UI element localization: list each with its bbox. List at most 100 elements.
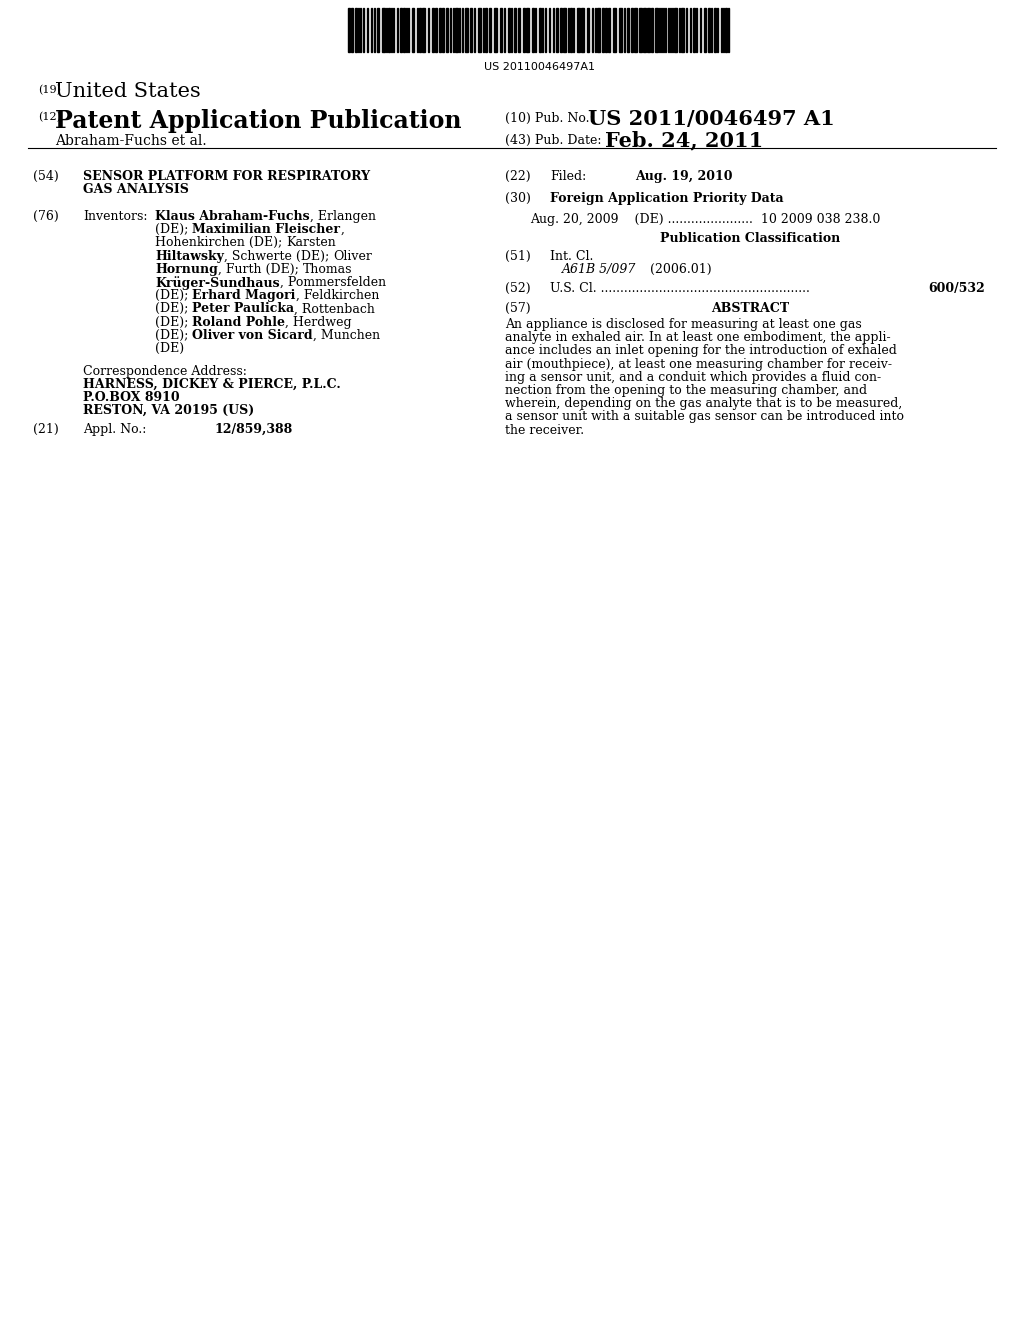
Text: ,: , bbox=[340, 223, 344, 236]
Bar bbox=[605, 8, 607, 51]
Bar bbox=[651, 8, 653, 51]
Text: (12): (12) bbox=[38, 112, 61, 123]
Bar bbox=[494, 8, 497, 51]
Text: ABSTRACT: ABSTRACT bbox=[712, 302, 790, 315]
Bar bbox=[348, 8, 350, 51]
Text: wherein, depending on the gas analyte that is to be measured,: wherein, depending on the gas analyte th… bbox=[505, 397, 902, 411]
Bar bbox=[674, 8, 677, 51]
Text: HARNESS, DICKEY & PIERCE, P.L.C.: HARNESS, DICKEY & PIERCE, P.L.C. bbox=[83, 378, 341, 391]
Bar bbox=[422, 8, 425, 51]
Bar bbox=[489, 8, 490, 51]
Text: analyte in exhaled air. In at least one embodiment, the appli-: analyte in exhaled air. In at least one … bbox=[505, 331, 891, 345]
Text: (54): (54) bbox=[33, 170, 58, 183]
Bar bbox=[500, 8, 502, 51]
Text: (30): (30) bbox=[505, 191, 530, 205]
Bar bbox=[377, 8, 379, 51]
Text: , Furth (DE);: , Furth (DE); bbox=[218, 263, 303, 276]
Text: (10) Pub. No.:: (10) Pub. No.: bbox=[505, 112, 594, 125]
Text: nection from the opening to the measuring chamber, and: nection from the opening to the measurin… bbox=[505, 384, 867, 397]
Text: Appl. No.:: Appl. No.: bbox=[83, 422, 146, 436]
Text: US 2011/0046497 A1: US 2011/0046497 A1 bbox=[588, 110, 835, 129]
Bar bbox=[618, 8, 622, 51]
Bar bbox=[714, 8, 716, 51]
Bar bbox=[570, 8, 572, 51]
Bar bbox=[563, 8, 566, 51]
Text: Karsten: Karsten bbox=[287, 236, 336, 249]
Bar bbox=[655, 8, 658, 51]
Text: (DE): (DE) bbox=[155, 342, 184, 355]
Text: Klaus Abraham-Fuchs: Klaus Abraham-Fuchs bbox=[155, 210, 309, 223]
Text: (DE);: (DE); bbox=[155, 223, 193, 236]
Bar bbox=[388, 8, 390, 51]
Text: , Schwerte (DE);: , Schwerte (DE); bbox=[224, 249, 333, 263]
Text: (DE);: (DE); bbox=[155, 329, 193, 342]
Text: 12/859,388: 12/859,388 bbox=[215, 422, 293, 436]
Text: U.S. Cl. ......................................................: U.S. Cl. ...............................… bbox=[550, 282, 810, 294]
Bar bbox=[725, 8, 727, 51]
Text: United States: United States bbox=[55, 82, 201, 102]
Text: Inventors:: Inventors: bbox=[83, 210, 147, 223]
Text: P.O.BOX 8910: P.O.BOX 8910 bbox=[83, 391, 179, 404]
Bar bbox=[403, 8, 406, 51]
Text: air (mouthpiece), at least one measuring chamber for receiv-: air (mouthpiece), at least one measuring… bbox=[505, 358, 892, 371]
Bar bbox=[539, 8, 541, 51]
Bar bbox=[631, 8, 633, 51]
Text: Oliver: Oliver bbox=[333, 249, 372, 263]
Bar bbox=[681, 8, 684, 51]
Bar bbox=[455, 8, 458, 51]
Text: An appliance is disclosed for measuring at least one gas: An appliance is disclosed for measuring … bbox=[505, 318, 862, 331]
Bar bbox=[435, 8, 437, 51]
Text: ing a sensor unit, and a conduit which provides a fluid con-: ing a sensor unit, and a conduit which p… bbox=[505, 371, 881, 384]
Text: Hohenkirchen (DE);: Hohenkirchen (DE); bbox=[155, 236, 287, 249]
Text: A61B 5/097: A61B 5/097 bbox=[562, 263, 636, 276]
Text: , Pommersfelden: , Pommersfelden bbox=[280, 276, 386, 289]
Text: Aug. 20, 2009    (DE) ......................  10 2009 038 238.0: Aug. 20, 2009 (DE) .....................… bbox=[530, 213, 881, 226]
Bar bbox=[634, 8, 637, 51]
Bar bbox=[639, 8, 642, 51]
Text: (51): (51) bbox=[505, 249, 530, 263]
Text: GAS ANALYSIS: GAS ANALYSIS bbox=[83, 183, 188, 195]
Bar bbox=[526, 8, 529, 51]
Bar bbox=[556, 8, 558, 51]
Text: (21): (21) bbox=[33, 422, 58, 436]
Text: Erhard Magori: Erhard Magori bbox=[193, 289, 296, 302]
Bar bbox=[643, 8, 646, 51]
Text: ance includes an inlet opening for the introduction of exhaled: ance includes an inlet opening for the i… bbox=[505, 345, 897, 358]
Text: (2006.01): (2006.01) bbox=[650, 263, 712, 276]
Bar bbox=[355, 8, 357, 51]
Bar bbox=[446, 8, 449, 51]
Bar bbox=[608, 8, 610, 51]
Bar bbox=[470, 8, 472, 51]
Text: Patent Application Publication: Patent Application Publication bbox=[55, 110, 462, 133]
Text: Hornung: Hornung bbox=[155, 263, 218, 276]
Text: SENSOR PLATFORM FOR RESPIRATORY: SENSOR PLATFORM FOR RESPIRATORY bbox=[83, 170, 370, 183]
Text: Thomas: Thomas bbox=[303, 263, 352, 276]
Text: (DE);: (DE); bbox=[155, 315, 193, 329]
Bar bbox=[587, 8, 589, 51]
Text: Aug. 19, 2010: Aug. 19, 2010 bbox=[635, 170, 732, 183]
Text: Abraham-Fuchs et al.: Abraham-Fuchs et al. bbox=[55, 135, 207, 148]
Bar bbox=[693, 8, 695, 51]
Text: Publication Classification: Publication Classification bbox=[660, 232, 841, 246]
Text: Foreign Application Priority Data: Foreign Application Priority Data bbox=[550, 191, 783, 205]
Text: Int. Cl.: Int. Cl. bbox=[550, 249, 593, 263]
Text: (52): (52) bbox=[505, 282, 530, 294]
Bar bbox=[432, 8, 434, 51]
Text: (22): (22) bbox=[505, 170, 530, 183]
Text: Krüger-Sundhaus: Krüger-Sundhaus bbox=[155, 276, 280, 290]
Text: , Rottenbach: , Rottenbach bbox=[295, 302, 376, 315]
Bar bbox=[419, 8, 421, 51]
Bar bbox=[514, 8, 516, 51]
Bar bbox=[627, 8, 629, 51]
Bar bbox=[478, 8, 481, 51]
Text: , Feldkirchen: , Feldkirchen bbox=[296, 289, 379, 302]
Bar bbox=[412, 8, 414, 51]
Bar bbox=[400, 8, 402, 51]
Bar bbox=[465, 8, 468, 51]
Text: the receiver.: the receiver. bbox=[505, 424, 584, 437]
Bar bbox=[597, 8, 600, 51]
Text: a sensor unit with a suitable gas sensor can be introduced into: a sensor unit with a suitable gas sensor… bbox=[505, 411, 904, 424]
Text: Peter Paulicka: Peter Paulicka bbox=[193, 302, 295, 315]
Bar bbox=[708, 8, 710, 51]
Bar bbox=[351, 8, 353, 51]
